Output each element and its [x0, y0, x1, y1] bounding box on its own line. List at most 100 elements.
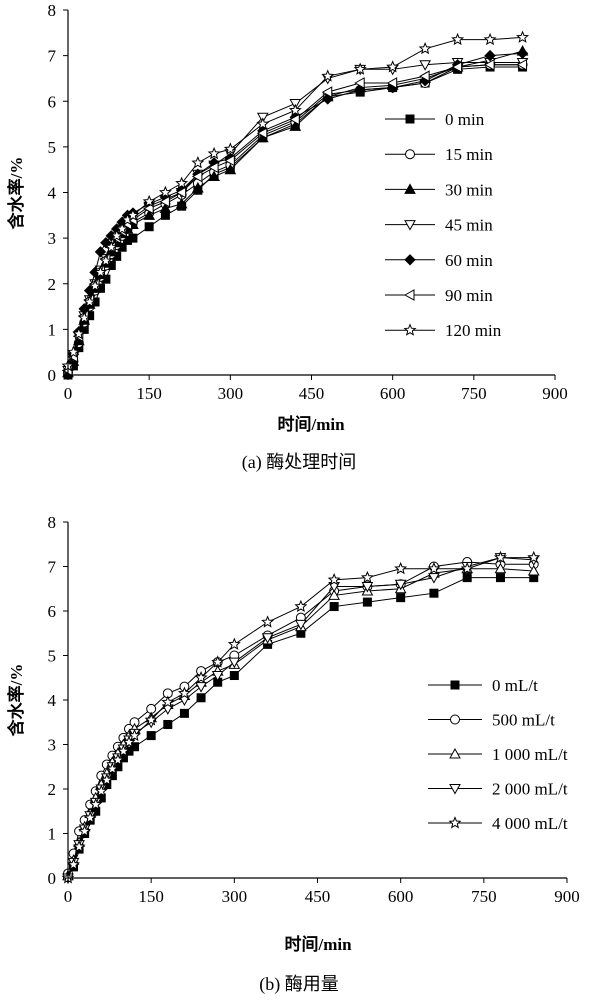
data-point	[143, 202, 154, 215]
x-tick-label: 450	[299, 384, 325, 403]
x-axis-title: 时间/min	[284, 934, 352, 954]
data-point	[83, 295, 97, 308]
legend-label: 60 min	[445, 251, 493, 270]
data-point	[89, 797, 103, 811]
data-point	[94, 784, 108, 797]
legend-label: 90 min	[445, 286, 493, 305]
data-point	[88, 279, 102, 292]
legend-label: 500 mL/t	[492, 711, 555, 730]
x-tick-label: 750	[471, 887, 497, 906]
y-tick-label: 3	[48, 736, 57, 755]
data-point	[72, 840, 86, 853]
x-axis-title: 时间/min	[277, 414, 345, 434]
y-tick-label: 1	[48, 320, 57, 339]
data-point	[116, 744, 130, 757]
legend-item: 60 min	[385, 251, 493, 270]
series-group	[61, 550, 541, 885]
data-point	[191, 156, 205, 169]
data-point	[516, 47, 529, 60]
legend: 0 mL/t 500 mL/t 1 000 mL/t 2 000 mL/t 4 000 …	[428, 676, 568, 833]
data-point	[418, 41, 432, 55]
data-point	[295, 619, 307, 631]
legend-marker	[404, 220, 416, 231]
data-point	[419, 70, 430, 83]
legend-marker	[405, 149, 415, 160]
data-point	[110, 229, 124, 242]
data-point	[328, 589, 340, 600]
data-point	[224, 163, 237, 175]
data-point	[159, 195, 170, 208]
y-tick-label: 2	[48, 275, 57, 294]
data-point	[516, 58, 528, 71]
data-point	[327, 573, 341, 586]
data-point	[161, 695, 175, 708]
legend-label: 2 000 mL/t	[492, 780, 568, 799]
data-point	[194, 670, 208, 684]
legend-item: 4 000 mL/t	[428, 814, 568, 833]
y-tick-label: 0	[48, 869, 57, 888]
x-tick-label: 900	[542, 384, 568, 403]
data-point	[289, 113, 300, 126]
data-point	[396, 593, 406, 603]
data-point	[99, 254, 113, 267]
data-point	[419, 60, 431, 71]
legend-item: 30 min	[385, 180, 493, 199]
data-point	[208, 170, 220, 182]
data-point	[67, 857, 81, 871]
data-point	[130, 742, 140, 752]
legend-label: 1 000 mL/t	[492, 745, 568, 764]
legend-item: 0 min	[385, 110, 485, 129]
data-point	[289, 120, 302, 131]
data-point	[158, 185, 172, 199]
legend-item: 0 mL/t	[428, 676, 538, 695]
y-tick-label: 8	[48, 1, 57, 20]
data-point	[527, 550, 541, 564]
y-axis-title: 含水率/%	[6, 157, 26, 230]
data-point	[77, 311, 91, 324]
y-tick-label: 0	[48, 366, 57, 385]
y-tick-label: 5	[48, 647, 57, 666]
data-point	[163, 719, 173, 729]
y-tick-label: 6	[48, 602, 57, 621]
y-tick-label: 8	[48, 513, 57, 532]
y-tick-label: 6	[48, 92, 57, 111]
legend-item: 500 mL/t	[428, 711, 555, 730]
data-point	[223, 142, 237, 155]
legend-marker	[449, 747, 461, 759]
data-point	[386, 60, 400, 73]
x-tick-label: 600	[380, 384, 406, 403]
legend-marker	[448, 816, 462, 829]
data-point	[208, 161, 219, 174]
y-tick-label: 4	[48, 691, 57, 710]
data-point	[527, 564, 540, 576]
series-line	[67, 64, 523, 371]
y-axis-title: 含水率/%	[6, 664, 26, 737]
legend-marker	[450, 714, 460, 725]
x-tick-label: 150	[136, 384, 162, 403]
data-point	[361, 582, 374, 593]
data-point	[353, 62, 367, 75]
panel-caption: (a) 酶处理时间	[242, 452, 356, 473]
series	[61, 550, 541, 884]
legend-item: 15 min	[385, 145, 493, 164]
data-point	[256, 117, 270, 130]
legend-marker	[449, 784, 461, 795]
data-point	[354, 77, 365, 89]
data-point	[94, 246, 107, 258]
legend-marker	[405, 114, 415, 124]
data-point	[462, 573, 472, 583]
data-point	[227, 637, 241, 650]
legend-label: 4 000 mL/t	[492, 814, 568, 833]
data-point	[451, 32, 465, 46]
y-tick-label: 7	[48, 47, 57, 66]
legend-marker	[403, 289, 415, 301]
data-point	[72, 327, 86, 340]
legend-label: 0 mL/t	[492, 676, 538, 695]
data-point	[494, 562, 507, 574]
legend-marker	[404, 254, 416, 266]
y-tick-label: 2	[48, 780, 57, 799]
legend-label: 15 min	[445, 145, 493, 164]
panel-caption: (b) 酶用量	[259, 974, 339, 995]
data-point	[159, 202, 172, 213]
legend-marker	[450, 680, 460, 690]
